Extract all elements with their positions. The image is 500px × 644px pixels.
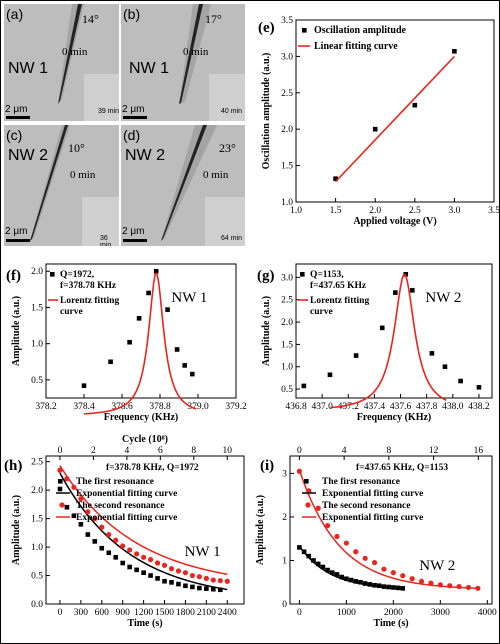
micrograph-a: (a) 14° 0 min NW 1 2 μm 39 min — [4, 4, 119, 121]
scale-bar-c — [6, 239, 30, 242]
scale-bar-d — [123, 239, 147, 242]
nw-label-b: NW 1 — [129, 60, 169, 77]
inset-time-a: 39 min — [98, 108, 119, 115]
nanowire-drawing — [161, 125, 245, 246]
inset-time-c: 36 min — [100, 235, 112, 246]
angle-label-d: 23° — [219, 141, 236, 155]
scale-label-a: 2 μm — [5, 104, 28, 115]
scale-bar-a — [6, 116, 30, 119]
time-label-b: 0 min — [183, 46, 209, 58]
angle-label-b: 17° — [205, 12, 222, 26]
inset-time-b: 40 min — [221, 108, 243, 115]
inset-time-d: 64 min — [221, 235, 243, 242]
time-label-a: 0 min — [62, 46, 88, 58]
nanowire-drawing — [179, 4, 245, 121]
scale-label-d: 2 μm — [122, 226, 145, 237]
panel-label-c: (c) — [6, 127, 23, 143]
time-label-d: 0 min — [203, 169, 229, 181]
micrograph-d: (d) 23° 0 min NW 2 2 μm 64 min — [121, 125, 245, 246]
panel-label-a: (a) — [6, 6, 24, 22]
nw-label-a: NW 1 — [8, 60, 48, 77]
micrograph-c: (c) 10° 0 min NW 2 2 μm 36 min — [4, 125, 119, 246]
time-label-c: 0 min — [70, 169, 96, 181]
nw-label-d: NW 2 — [125, 147, 165, 164]
scale-label-c: 2 μm — [5, 226, 28, 237]
angle-label-c: 10° — [68, 141, 85, 155]
nw-label-c: NW 2 — [8, 147, 48, 164]
panel-label-b: (b) — [123, 6, 141, 22]
scale-bar-b — [123, 116, 147, 119]
micrograph-b: (b) 17° 0 min NW 1 2 μm 40 min — [121, 4, 245, 121]
panel-label-d: (d) — [123, 127, 141, 143]
angle-label-a: 14° — [82, 12, 99, 26]
nanowire-drawing — [58, 4, 119, 121]
nanowire-drawing — [30, 125, 119, 246]
scale-label-b: 2 μm — [122, 104, 145, 115]
